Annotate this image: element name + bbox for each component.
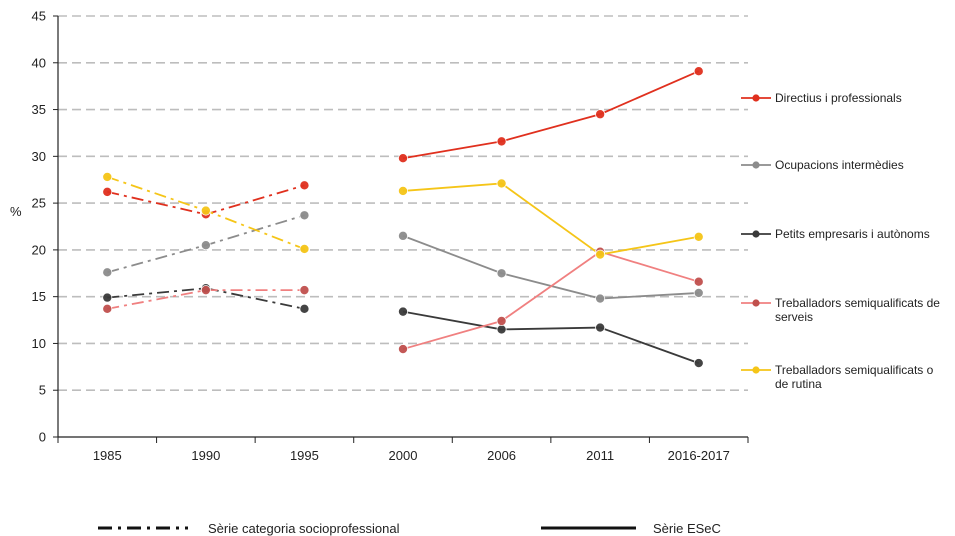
legend-label: Directius i professionals [775, 91, 902, 105]
data-point [694, 358, 703, 367]
data-point [694, 232, 703, 241]
y-tick-label: 15 [32, 289, 46, 304]
legend-label: Treballadors semiqualificats o de rutina [775, 363, 934, 391]
x-tick-label: 2011 [586, 448, 614, 463]
data-point [497, 269, 506, 278]
legend-item: Petits empresaris i autònoms [741, 227, 930, 241]
legend-label-line: Directius i professionals [775, 91, 902, 105]
legend-item: Treballadors semiqualificats o de rutina [741, 363, 934, 391]
x-axis-ticks: 1985 1990 1995 2000 2006 2011 2016-2017 [58, 437, 748, 463]
legend-marker [752, 366, 759, 373]
data-point [596, 323, 605, 332]
data-point [103, 268, 112, 277]
legend-label-line: Treballadors semiqualificats de [775, 296, 940, 310]
data-point [497, 179, 506, 188]
legend-label-line: Ocupacions intermèdies [775, 158, 904, 172]
data-point [398, 307, 407, 316]
y-tick-label: 0 [39, 430, 46, 445]
data-point [201, 206, 210, 215]
series-line-esec [403, 71, 699, 158]
y-tick-label: 20 [32, 242, 46, 257]
legend-label: Treballadors semiqualificats de serveis [775, 296, 940, 324]
data-point [596, 110, 605, 119]
data-point [398, 344, 407, 353]
y-axis-label: % [10, 204, 22, 219]
data-point [398, 186, 407, 195]
legend-label-line: serveis [775, 310, 813, 324]
data-point [497, 325, 506, 334]
legend-label-line: Petits empresaris i autònoms [775, 227, 930, 241]
y-axis-ticks: 0 5 10 15 20 25 30 35 40 45 [32, 9, 58, 445]
y-tick-label: 35 [32, 102, 46, 117]
data-point [694, 277, 703, 286]
y-tick-label: 25 [32, 196, 46, 211]
data-point [497, 316, 506, 325]
data-point [103, 172, 112, 181]
series-points [103, 67, 704, 368]
data-point [103, 293, 112, 302]
solid-legend-label: Sèrie ESeC [653, 521, 721, 536]
legend-marker [752, 230, 759, 237]
data-point [300, 181, 309, 190]
data-point [103, 304, 112, 313]
legend-label: Petits empresaris i autònoms [775, 227, 930, 241]
data-point [300, 286, 309, 295]
x-tick-label: 1995 [290, 448, 319, 463]
y-tick-label: 30 [32, 149, 46, 164]
x-tick-label: 2016-2017 [668, 448, 730, 463]
x-tick-label: 1985 [93, 448, 122, 463]
data-point [300, 304, 309, 313]
data-point [201, 286, 210, 295]
x-tick-label: 1990 [191, 448, 220, 463]
legend-label-line: de rutina [775, 377, 822, 391]
data-point [398, 231, 407, 240]
y-tick-label: 45 [32, 9, 46, 24]
legend-item: Ocupacions intermèdies [741, 158, 904, 172]
x-tick-label: 2000 [389, 448, 418, 463]
grid-lines [58, 16, 748, 390]
legend-marker [752, 94, 759, 101]
x-tick-label: 2006 [487, 448, 516, 463]
series-line-esec [403, 252, 699, 349]
legend-label: Ocupacions intermèdies [775, 158, 904, 172]
data-point [694, 288, 703, 297]
data-point [497, 137, 506, 146]
line-style-legend: Sèrie categoria socioprofessional Sèrie … [98, 521, 721, 536]
data-point [201, 241, 210, 250]
data-point [398, 154, 407, 163]
data-point [300, 211, 309, 220]
dashdot-legend-label: Sèrie categoria socioprofessional [208, 521, 400, 536]
y-tick-label: 5 [39, 383, 46, 398]
legend-label-line: Treballadors semiqualificats o [775, 363, 934, 377]
series-lines [107, 71, 698, 363]
data-point [596, 250, 605, 259]
legend-item: Directius i professionals [741, 91, 902, 105]
data-point [596, 294, 605, 303]
data-point [300, 244, 309, 253]
y-tick-label: 10 [32, 336, 46, 351]
legend-marker [752, 299, 759, 306]
legend-item: Treballadors semiqualificats de serveis [741, 296, 940, 324]
y-tick-label: 40 [32, 55, 46, 70]
axes [58, 16, 748, 437]
legend: Directius i professionals Ocupacions inte… [741, 91, 940, 391]
legend-marker [752, 161, 759, 168]
data-point [103, 187, 112, 196]
data-point [694, 67, 703, 76]
series-line-esec [403, 183, 699, 254]
